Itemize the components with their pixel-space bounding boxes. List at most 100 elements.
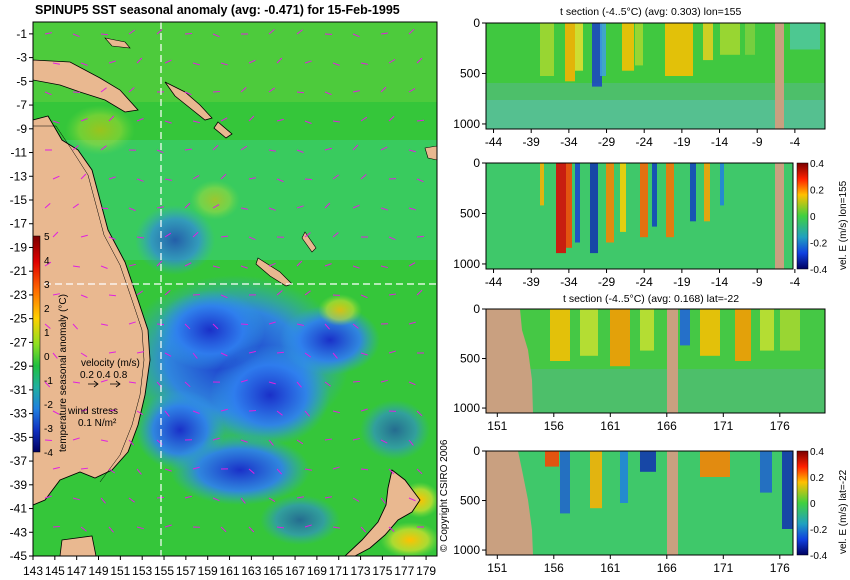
- map-x-tick-label: 167: [285, 564, 305, 578]
- panel3-title: t section (-4..5°C) (avg: 0.168) lat=-22: [563, 293, 739, 305]
- velocity-arrow: [192, 120, 200, 124]
- velocity-arrow: [136, 468, 142, 475]
- velocity-arrow: [220, 117, 228, 122]
- velocity-arrow: [220, 408, 228, 412]
- velocity-arrow: [408, 207, 416, 211]
- map-y-tick-label: -11: [11, 146, 28, 160]
- velocity-arrow: [332, 526, 340, 529]
- map-y-tick-label: -7: [16, 98, 27, 112]
- velocity-arrow: [220, 294, 228, 299]
- map-x-tick-label: 143: [23, 564, 43, 578]
- section-feature: [575, 163, 580, 243]
- map-y-tick-label: -33: [10, 407, 28, 421]
- velocity-arrow: [192, 410, 200, 414]
- map-title: SPINUP5 SST seasonal anomaly (avg: -0.47…: [35, 3, 400, 17]
- velocity-arrow: [352, 380, 361, 383]
- velocity-arrow: [408, 28, 415, 35]
- velocity-arrow: [248, 350, 256, 354]
- velocity-arrow: [276, 57, 283, 64]
- section-feature: [652, 163, 657, 227]
- land-solomon: [164, 81, 213, 121]
- velocity-colorbar-lon: 0.4 0.2 0 -0.2 -0.4 vel. E (m/s) lon=155: [796, 159, 849, 276]
- panel2-plot: [486, 163, 793, 269]
- velocity-colorbar-tick: -0.4: [810, 265, 828, 276]
- velocity-arrow: [332, 120, 340, 123]
- velocity-arrow: [268, 381, 276, 385]
- velocity-arrow: [352, 265, 360, 269]
- velocity-arrow: [220, 526, 227, 533]
- section-feature: [640, 163, 648, 238]
- panel2-land: [775, 163, 784, 269]
- velocity-arrow: [100, 145, 107, 151]
- map-x-tick-label: 173: [351, 564, 371, 578]
- map-y-tick-label: -43: [10, 525, 28, 539]
- panel3-land-west: [486, 309, 533, 413]
- section-x-tick-label: -14: [711, 135, 729, 149]
- velocity-arrow: [108, 526, 114, 533]
- map-y-tick-label: -25: [10, 312, 28, 326]
- velocity-arrow: [52, 293, 60, 296]
- section-x-tick-label: -14: [711, 275, 729, 289]
- temperature-colorbar-scale: [32, 235, 41, 453]
- section-x-tick-label: -29: [598, 135, 616, 149]
- velocity-arrow: [276, 351, 285, 354]
- velocity-arrow: [304, 232, 311, 238]
- velocity-arrow: [108, 409, 116, 412]
- velocity-arrow: [416, 178, 424, 183]
- section-y-tick-label: 0: [473, 302, 480, 316]
- velocity-arrow: [352, 204, 360, 209]
- velocity-arrow: [324, 323, 331, 330]
- temperature-colorbar-tick: 2: [44, 304, 50, 315]
- velocity-arrow: [380, 379, 388, 383]
- velocity-arrow: [352, 497, 360, 502]
- section-x-tick-label: -34: [560, 275, 578, 289]
- velocity-colorbar-lon-scale: [796, 162, 809, 270]
- velocity-arrow: [52, 175, 60, 180]
- map-x-tick-label: 159: [198, 564, 218, 578]
- velocity-arrow: [268, 149, 276, 152]
- section-feature: [640, 309, 654, 351]
- velocity-arrow: [52, 352, 58, 359]
- velocity-arrow: [332, 466, 340, 470]
- velocity-arrow: [332, 232, 339, 238]
- copyright-text: © Copyright CSIRO 2006: [439, 439, 450, 552]
- velocity-arrow: [128, 29, 136, 35]
- velocity-arrow: [324, 438, 333, 441]
- section-feature: [666, 163, 674, 238]
- velocity-arrow: [416, 468, 423, 475]
- section-y-tick-label: 0: [473, 156, 480, 170]
- velocity-arrow: [296, 496, 304, 499]
- velocity-colorbar-tick: 0: [810, 499, 816, 510]
- velocity-arrow: [380, 265, 388, 269]
- velocity-arrow: [164, 524, 172, 528]
- temperature-colorbar-tick: -2: [44, 400, 53, 411]
- section-feature: [580, 309, 598, 356]
- section-x-tick-label: -39: [523, 135, 541, 149]
- map-y-tick-label: -13: [10, 169, 28, 183]
- section-feature: [790, 23, 820, 50]
- section-feature: [600, 23, 606, 76]
- section-feature: [545, 451, 559, 467]
- section-x-tick-label: 176: [770, 419, 790, 433]
- map-y-tick-label: -1: [16, 27, 27, 41]
- sst-map: [33, 22, 437, 556]
- velocity-arrow: [212, 437, 220, 441]
- velocity-colorbar-tick: 0.2: [810, 186, 824, 197]
- velocity-arrow: [388, 236, 396, 241]
- velocity-arrow: [296, 260, 303, 267]
- velocity-arrow: [240, 207, 248, 210]
- velocity-arrow: [156, 206, 164, 209]
- velocity-arrow: [80, 467, 89, 470]
- map-y-tick-label: -35: [10, 430, 28, 444]
- map-x-tick-label: 147: [67, 564, 87, 578]
- velocity-colorbar-tick: 0.2: [810, 473, 824, 484]
- section-x-tick-label: -44: [485, 135, 503, 149]
- velocity-arrow: [80, 352, 88, 358]
- velocity-arrow: [108, 115, 115, 122]
- velocity-arrow: [408, 381, 416, 386]
- map-y-tick-label: -17: [10, 217, 28, 231]
- velocity-arrow: [220, 62, 228, 66]
- velocity-arrow: [192, 62, 200, 66]
- velocity-arrow: [192, 466, 200, 470]
- velocity-arrow: [304, 178, 313, 181]
